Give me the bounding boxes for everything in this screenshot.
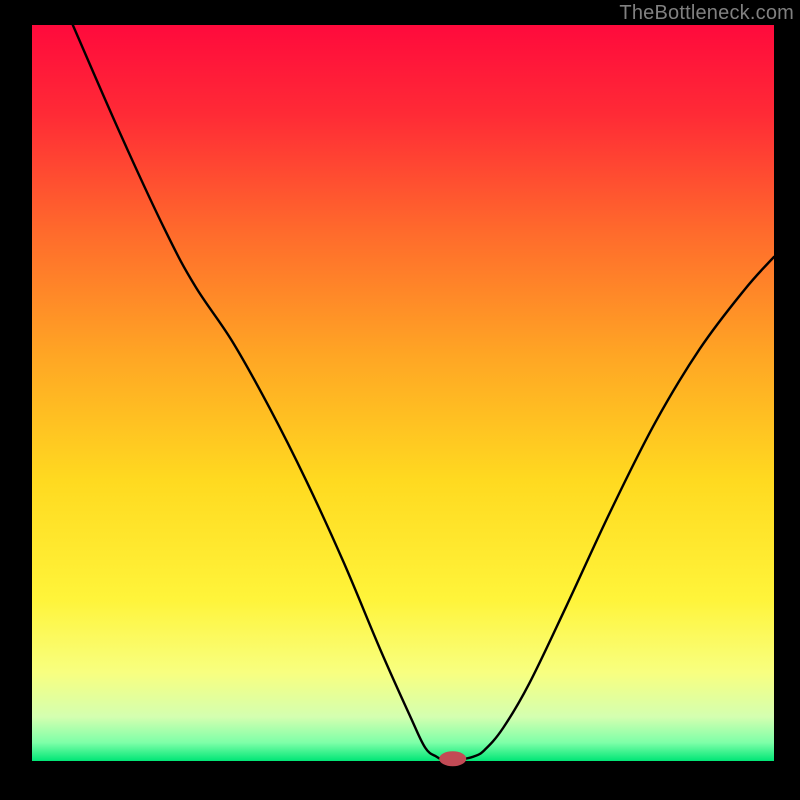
chart-stage: TheBottleneck.com — [0, 0, 800, 800]
bottleneck-chart — [0, 0, 800, 800]
optimal-marker — [440, 752, 466, 766]
chart-gradient-background — [32, 25, 774, 761]
watermark-text: TheBottleneck.com — [619, 2, 794, 25]
